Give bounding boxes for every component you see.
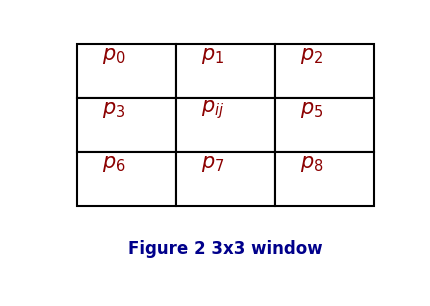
Bar: [176, 98, 275, 152]
Text: $\mathit{p}_3$: $\mathit{p}_3$: [102, 100, 125, 120]
Bar: [275, 152, 374, 206]
Bar: [275, 98, 374, 152]
Text: $\mathit{p}_2$: $\mathit{p}_2$: [300, 46, 322, 66]
Bar: [77, 98, 176, 152]
Bar: [77, 152, 176, 206]
Text: Figure 2 3x3 window: Figure 2 3x3 window: [128, 240, 322, 258]
Text: $\mathit{p}_7$: $\mathit{p}_7$: [201, 154, 224, 174]
Bar: [77, 44, 176, 98]
Text: $\mathit{p}_5$: $\mathit{p}_5$: [300, 100, 323, 120]
Bar: [176, 44, 275, 98]
Bar: [176, 152, 275, 206]
Text: $\mathit{p}_6$: $\mathit{p}_6$: [102, 154, 126, 174]
Text: $\mathit{p}_8$: $\mathit{p}_8$: [300, 154, 323, 174]
Text: $\mathit{p}_{ij}$: $\mathit{p}_{ij}$: [201, 99, 224, 121]
Text: $\mathit{p}_0$: $\mathit{p}_0$: [102, 46, 126, 66]
Bar: [275, 44, 374, 98]
Text: $\mathit{p}_1$: $\mathit{p}_1$: [201, 46, 224, 66]
